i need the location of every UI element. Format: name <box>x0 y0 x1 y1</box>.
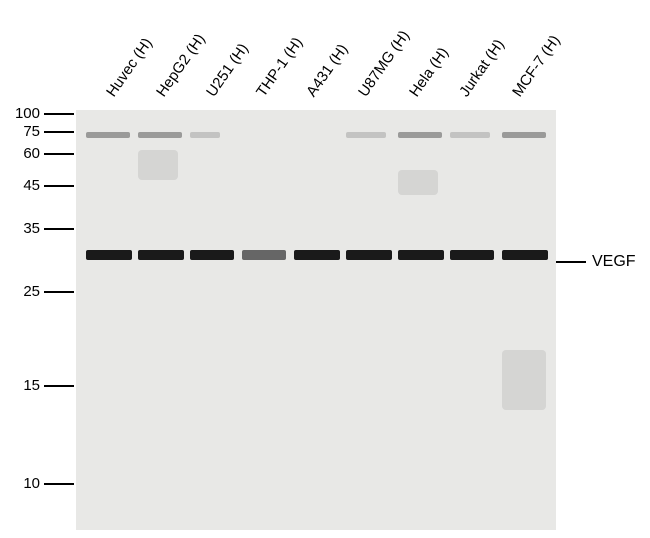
marker-tick <box>44 113 74 115</box>
marker-value: 10 <box>10 475 40 492</box>
label-line <box>556 261 586 263</box>
blot-band-upper <box>190 132 220 138</box>
blot-band-main <box>502 250 548 260</box>
blot-band-upper <box>86 132 130 138</box>
blot-band-upper <box>138 132 182 138</box>
marker-tick <box>44 153 74 155</box>
blot-band-main <box>346 250 392 260</box>
marker-tick <box>44 385 74 387</box>
molecular-marker: 10 <box>10 475 74 492</box>
marker-tick <box>44 291 74 293</box>
lane-label: U87MG (H) <box>355 27 413 100</box>
blot-band-main <box>86 250 132 260</box>
lane-label: Hela (H) <box>406 45 452 100</box>
lane-label: A431 (H) <box>303 41 351 100</box>
marker-tick <box>44 483 74 485</box>
marker-value: 25 <box>10 283 40 300</box>
blot-smear <box>502 350 546 410</box>
molecular-marker: 45 <box>10 177 74 194</box>
blot-band-main <box>294 250 340 260</box>
blot-band-upper <box>502 132 546 138</box>
blot-band-main <box>398 250 444 260</box>
blot-smear <box>138 150 178 180</box>
lane-label: Jurkat (H) <box>456 36 508 100</box>
lane-label: THP-1 (H) <box>253 34 306 100</box>
marker-value: 100 <box>10 105 40 122</box>
protein-name: VEGF <box>592 253 636 271</box>
western-blot-container: 10075 60 45 35 25 15 10 Huvec (H)HepG2 (H)U251… <box>0 0 650 538</box>
molecular-marker: 75 <box>10 123 74 140</box>
blot-band-main <box>138 250 184 260</box>
blot-membrane <box>76 110 556 530</box>
marker-value: 45 <box>10 177 40 194</box>
lane-label: U251 (H) <box>203 40 252 100</box>
molecular-marker: 15 <box>10 377 74 394</box>
marker-value: 15 <box>10 377 40 394</box>
molecular-marker: 60 <box>10 145 74 162</box>
marker-value: 60 <box>10 145 40 162</box>
blot-band-main <box>242 250 286 260</box>
blot-band-upper <box>346 132 386 138</box>
molecular-marker: 100 <box>10 105 74 122</box>
blot-band-upper <box>398 132 442 138</box>
marker-value: 35 <box>10 220 40 237</box>
molecular-marker: 25 <box>10 283 74 300</box>
blot-band-main <box>190 250 234 260</box>
lane-label: HepG2 (H) <box>153 31 209 100</box>
lane-label: MCF-7 (H) <box>509 32 564 100</box>
marker-tick <box>44 228 74 230</box>
protein-label-vegf: VEGF <box>556 253 636 271</box>
blot-band-main <box>450 250 494 260</box>
marker-value: 75 <box>10 123 40 140</box>
molecular-marker: 35 <box>10 220 74 237</box>
lane-labels-container: Huvec (H)HepG2 (H)U251 (H)THP-1 (H)A431 … <box>85 0 545 110</box>
marker-tick <box>44 131 74 133</box>
blot-smear <box>398 170 438 195</box>
blot-band-upper <box>450 132 490 138</box>
marker-tick <box>44 185 74 187</box>
lane-label: Huvec (H) <box>103 35 156 100</box>
